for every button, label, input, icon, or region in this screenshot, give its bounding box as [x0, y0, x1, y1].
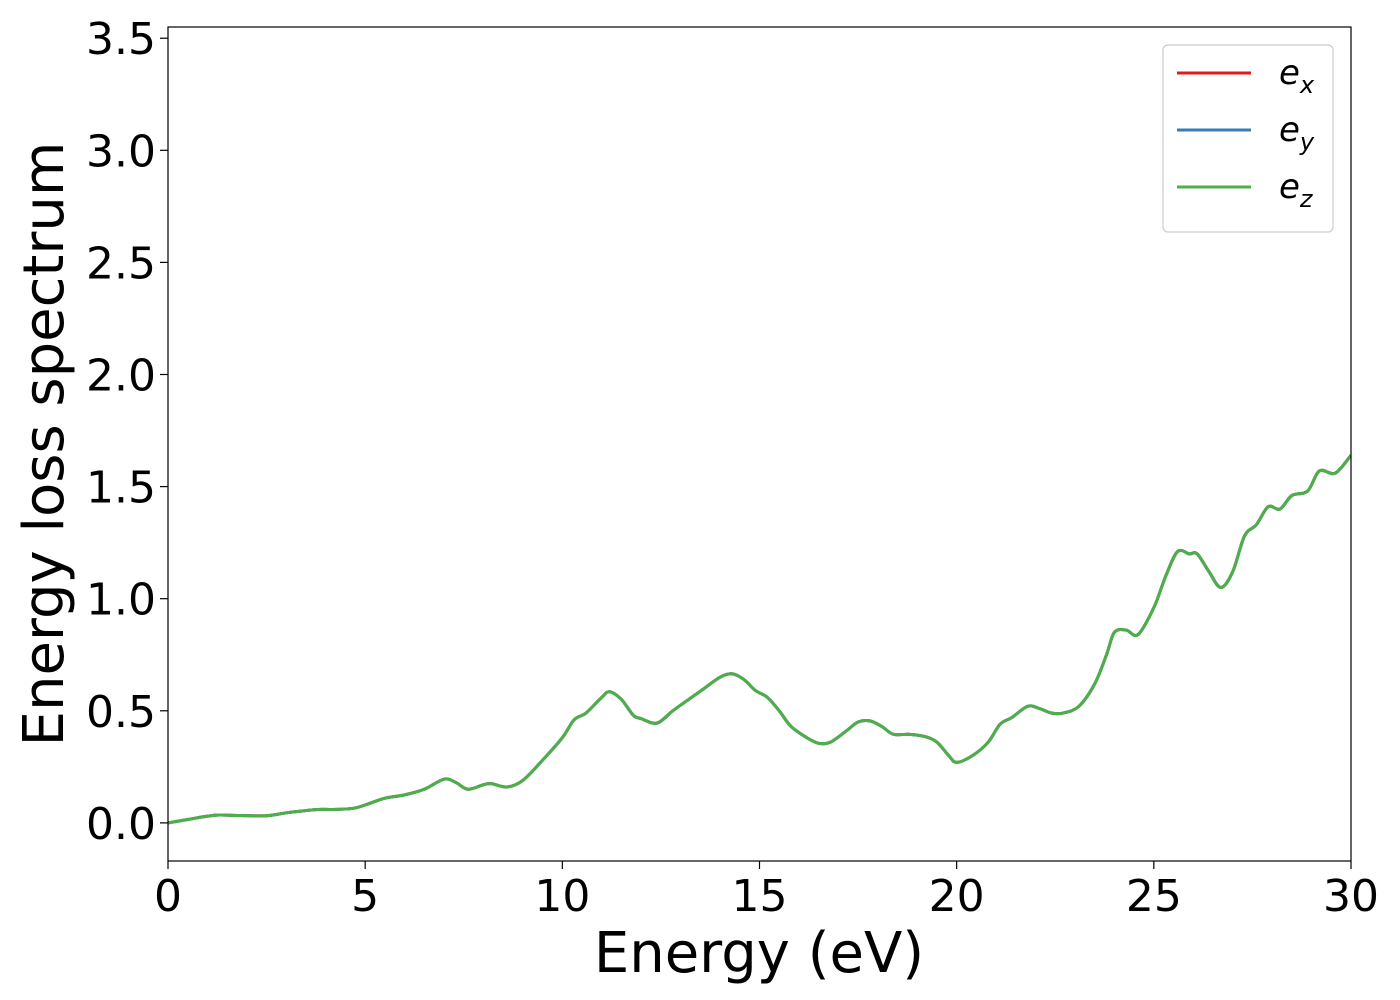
x-tick-label: 20	[929, 871, 985, 922]
x-tick-label: 30	[1323, 871, 1379, 922]
legend-label-e-x: ex	[1279, 53, 1315, 99]
y-tick-label: 0.5	[86, 687, 156, 738]
legend-frame	[1162, 44, 1334, 233]
x-tick-label: 15	[732, 871, 788, 922]
series-line-e-y	[168, 454, 1351, 825]
legend-label-e-z: ez	[1279, 167, 1314, 213]
x-tick-label: 25	[1126, 871, 1182, 922]
x-axis: 0 5 10 15 20 25 30	[154, 861, 1379, 922]
y-tick-label: 2.5	[86, 238, 156, 289]
y-tick-label: 1.0	[86, 575, 156, 626]
x-axis-title: Energy (eV)	[594, 921, 924, 986]
legend-label-e-y: ey	[1279, 110, 1315, 156]
legend: ex ey ez	[1162, 44, 1334, 233]
y-tick-label: 3.0	[86, 126, 156, 177]
series-line-e-x	[168, 454, 1351, 825]
y-axis: 0.0 0.5 1.0 1.5 2.0 2.5 3.0 3.5	[86, 14, 168, 850]
x-tick-label: 5	[351, 871, 379, 922]
y-tick-label: 2.0	[86, 351, 156, 402]
y-axis-title: Energy loss spectrum	[12, 142, 77, 747]
series-line-e-z	[168, 454, 1351, 825]
y-tick-label: 0.0	[86, 799, 156, 850]
series-layer	[168, 454, 1351, 825]
y-tick-label: 1.5	[86, 463, 156, 514]
x-tick-label: 0	[154, 871, 182, 922]
x-tick-label: 10	[534, 871, 590, 922]
y-tick-label: 3.5	[86, 14, 156, 65]
